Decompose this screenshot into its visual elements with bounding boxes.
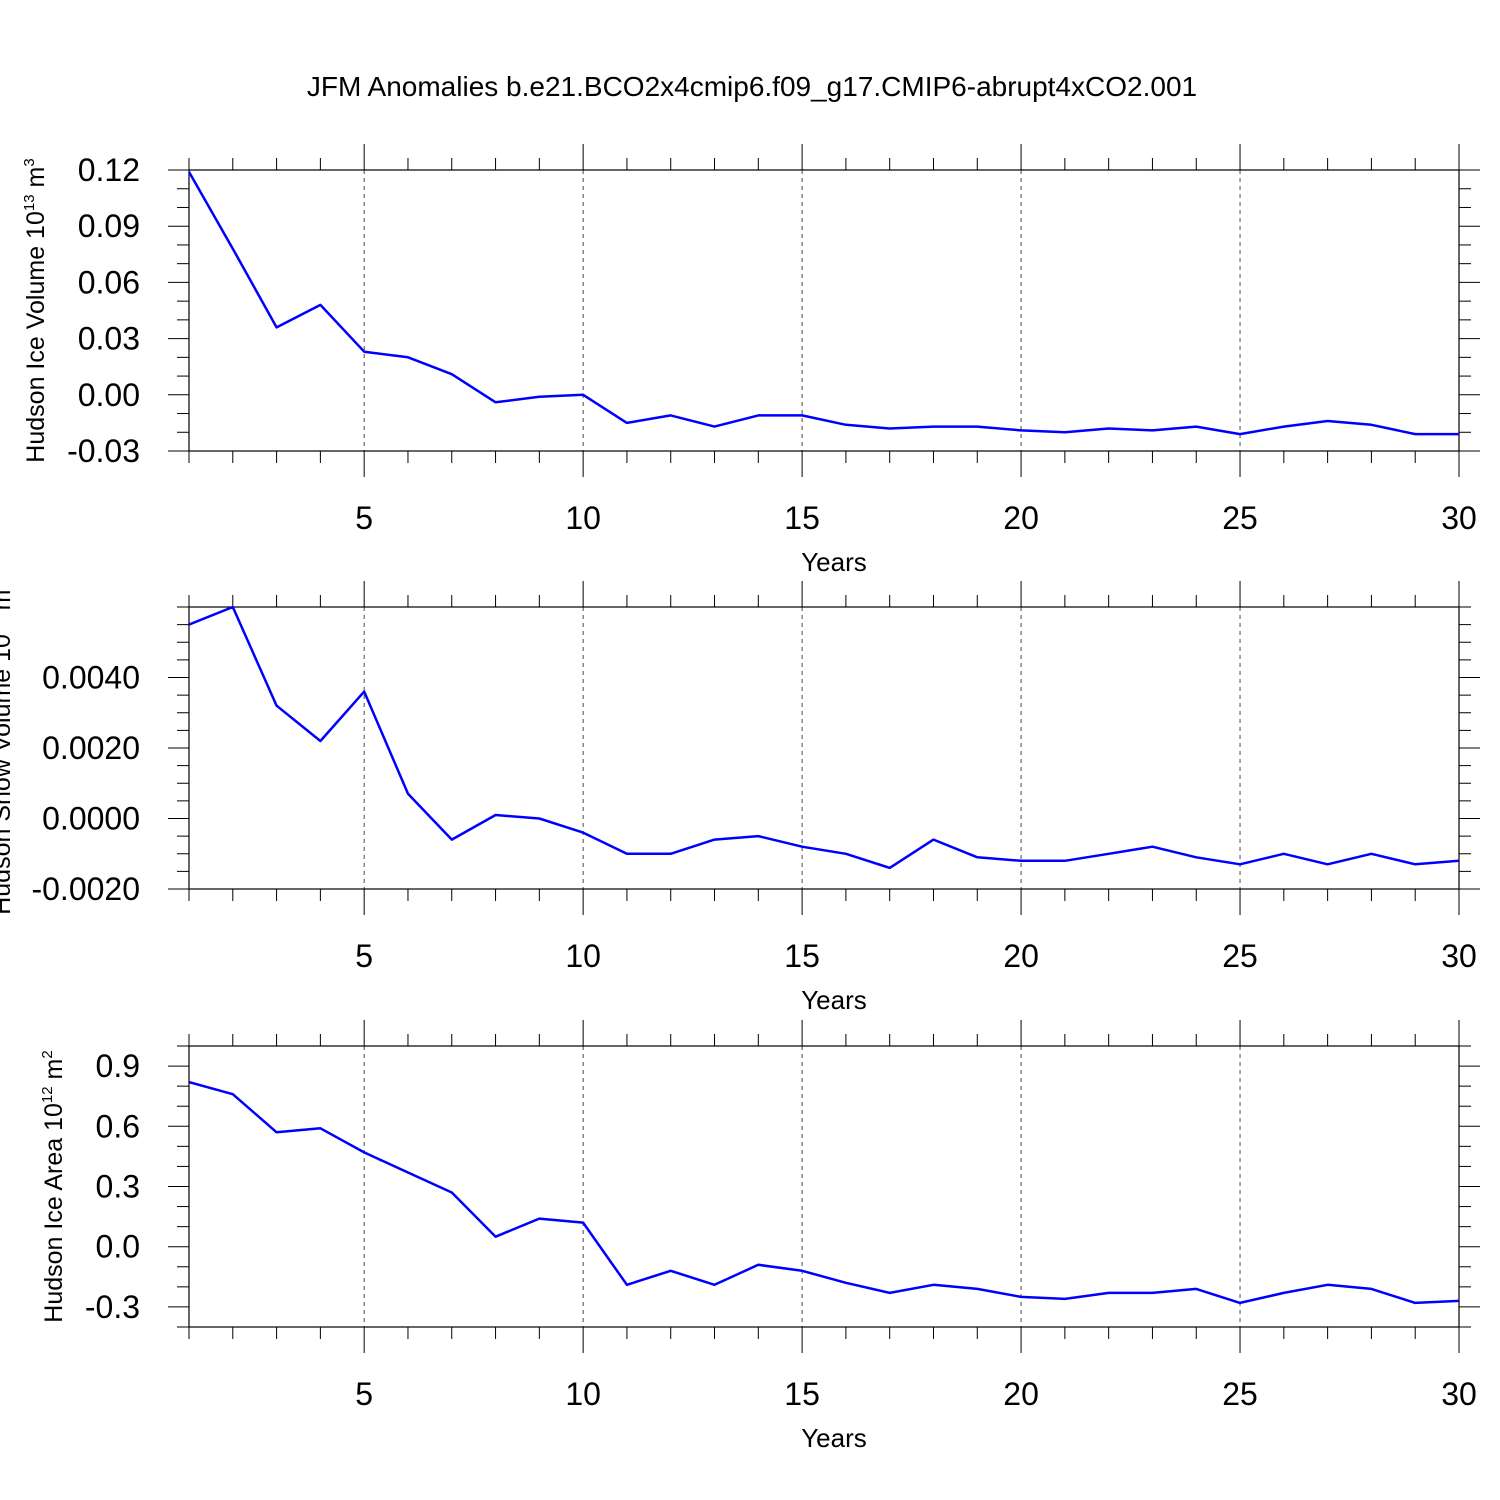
chart-title: JFM Anomalies b.e21.BCO2x4cmip6.f09_g17.… [307,71,1197,102]
y-axis-label: Hudson Ice Volume 1013 m3 [21,158,50,462]
y-axis-label-text: m [40,1059,68,1087]
plot-frame [188,1045,1460,1328]
y-tick-label: 0.09 [78,208,140,244]
y-axis-label: Hudson Ice Area 1012 m2 [39,1050,68,1322]
y-axis-label-text: Hudson Snow Volume 10 [0,634,16,915]
y-axis-label-text: m [0,590,16,618]
x-tick-label: 10 [565,1376,601,1412]
x-tick-label: 5 [355,500,373,536]
x-tick-label: 25 [1222,938,1258,974]
x-axis-label: Years [801,985,867,1015]
x-tick-label: 15 [784,1376,820,1412]
y-axis-label-superscript: 13 [0,617,4,634]
x-tick-label: 5 [355,938,373,974]
y-axis-label-superscript: 13 [21,194,38,211]
x-tick-label: 25 [1222,1376,1258,1412]
y-tick-label: 0.0020 [42,730,140,766]
y-tick-label: 0.06 [78,264,140,300]
x-axis-label: Years [801,547,867,577]
chart-panel-2: 5 10 15 20 25 30 Years 0.0040 0.0020 0.0000 -0.002… [0,581,1480,1015]
y-axis-label-superscript: 2 [39,1050,56,1058]
x-tick-label: 5 [355,1376,373,1412]
y-tick-label: 0.0040 [42,660,140,696]
y-tick-label: 0.0 [96,1229,140,1265]
x-tick-label: 20 [1003,1376,1039,1412]
y-axis-label-text: Hudson Ice Area 10 [40,1103,68,1323]
x-tick-label: 25 [1222,500,1258,536]
x-axis-label: Years [801,1423,867,1453]
y-axis-label-text: Hudson Ice Volume 10 [22,211,50,463]
y-axis-label-superscript: 12 [39,1086,56,1103]
y-tick-label: 0.00 [78,377,140,413]
y-tick-label: 0.0000 [42,801,140,837]
chart-panel-1: 5 10 15 20 25 30 Years 0.12 0.09 0.06 0.03 0.00 -0.0… [21,144,1480,577]
y-tick-label: 0.6 [96,1108,140,1144]
x-tick-label: 20 [1003,938,1039,974]
plot-frame [188,169,1460,452]
y-axis-label-text: m [22,167,50,195]
y-axis-label: Hudson Snow Volume 1013 m3 [0,581,16,915]
y-tick-label: 0.3 [96,1169,140,1205]
x-tick-label: 20 [1003,500,1039,536]
series-line [189,606,1459,870]
y-tick-label: 0.9 [96,1048,140,1084]
y-tick-label: -0.3 [85,1289,140,1325]
y-tick-label: 0.12 [78,152,140,188]
y-axis-label-superscript: 3 [0,581,4,589]
x-tick-label: 30 [1441,500,1477,536]
y-tick-label: 0.03 [78,321,140,357]
y-axis-label-superscript: 3 [21,158,38,166]
y-tick-label: -0.0020 [31,871,140,907]
x-tick-label: 10 [565,500,601,536]
y-tick-label: -0.03 [67,433,140,469]
plot-frame [188,606,1460,890]
series-line [189,171,1459,436]
chart-panel-3: 5 10 15 20 25 30 Years 0.9 0.6 0.3 0.0 -0.3 Hudson I… [39,1020,1480,1453]
x-tick-label: 30 [1441,938,1477,974]
x-tick-label: 15 [784,938,820,974]
series-line [189,1080,1459,1305]
x-tick-label: 15 [784,500,820,536]
x-tick-label: 30 [1441,1376,1477,1412]
x-tick-label: 10 [565,938,601,974]
